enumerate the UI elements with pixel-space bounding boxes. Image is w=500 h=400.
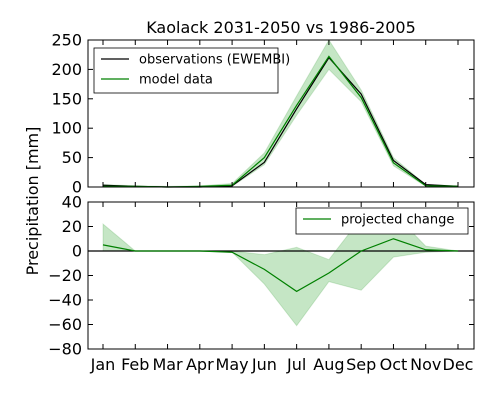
panel1-y-tick-label: 250: [51, 31, 82, 50]
panel2-legend-label: projected change: [341, 213, 454, 228]
x-tick-label: Apr: [186, 355, 214, 374]
panel2-y-tick-label: −40: [48, 291, 82, 310]
x-tick-label: Jul: [286, 355, 306, 374]
panel2-legend: [295, 207, 469, 235]
panel1-y-tick-label: 50: [62, 148, 82, 167]
panel2-y-tick-label: 0: [72, 242, 82, 261]
panel2-y-tick-label: −20: [48, 266, 82, 285]
panel1-y-tick-label: 150: [51, 89, 82, 108]
panel1-legend-label: observations (EWEMBI): [139, 53, 290, 68]
panel1-y-tick-label: 200: [51, 60, 82, 79]
panel1-axes-frame: [87, 39, 475, 188]
panel1-y-tick-label: 0: [72, 178, 82, 197]
y-axis-label: Precipitation [mm]: [23, 127, 42, 276]
panel2-y-tick-label: 40: [62, 193, 82, 212]
x-tick-label: Feb: [121, 355, 149, 374]
panel2-y-tick-label: −80: [48, 340, 82, 359]
panel1-y-tick-label: 100: [51, 119, 82, 138]
x-tick-label: Dec: [443, 355, 474, 374]
panel1-legend: [93, 47, 279, 94]
x-tick-label: Sep: [346, 355, 376, 374]
panel2-y-tick-label: 20: [62, 217, 82, 236]
x-tick-label: Jun: [251, 355, 277, 374]
panel2-y-tick-label: −60: [48, 315, 82, 334]
panel1-legend-label: model data: [139, 73, 213, 88]
x-tick-label: Jan: [90, 355, 116, 374]
chart-title: Kaolack 2031-2050 vs 1986-2005: [146, 18, 416, 37]
x-tick-label: Aug: [313, 355, 344, 374]
x-tick-label: Nov: [410, 355, 441, 374]
panel2-series-projected-change-line: [102, 238, 459, 293]
x-tick-label: May: [216, 355, 249, 374]
x-tick-label: Oct: [380, 355, 408, 374]
x-tick-label: Mar: [152, 355, 183, 374]
